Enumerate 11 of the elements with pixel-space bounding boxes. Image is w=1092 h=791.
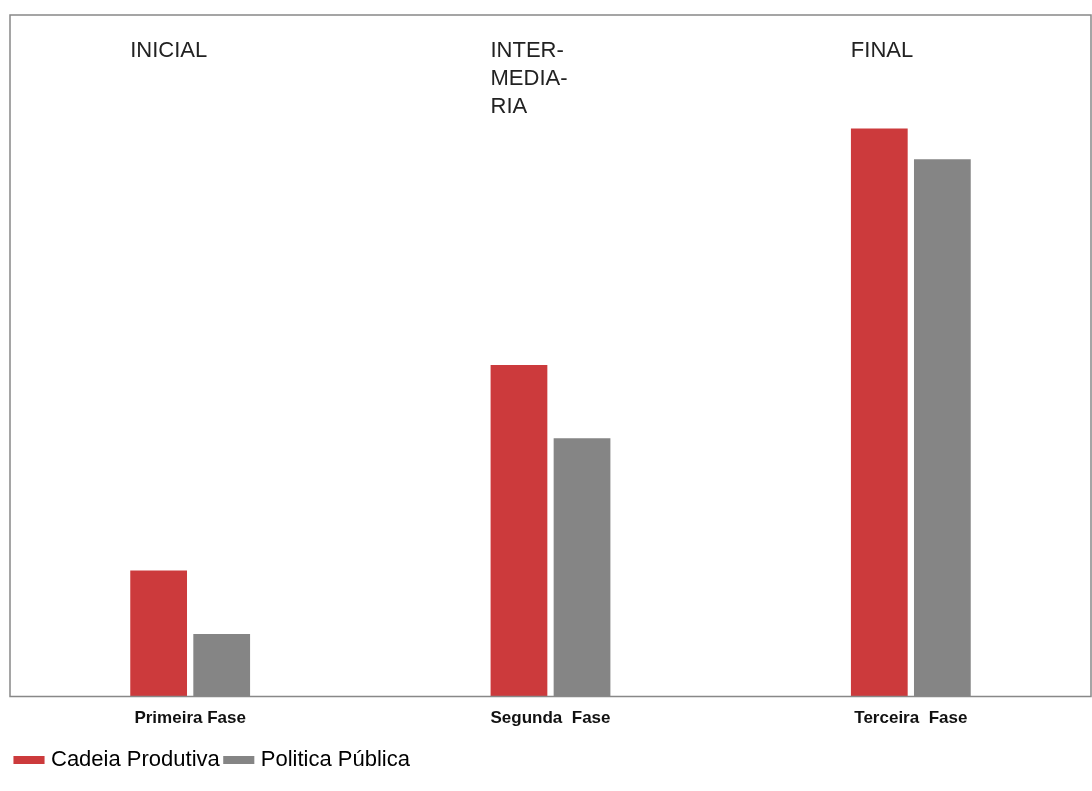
legend-label: Politica Pública <box>260 746 411 772</box>
x-tick-label: Segunda Fase <box>490 708 611 728</box>
legend-label: Cadeia Produtiva <box>51 746 221 772</box>
text: FINAL <box>850 37 914 63</box>
x-tick-label: Primeira Fase <box>134 708 246 728</box>
bar <box>490 364 548 697</box>
text: INTER- MEDIA- RIA <box>490 37 568 119</box>
x-tick-label: Terceira Fase <box>854 708 968 728</box>
bar <box>130 570 188 697</box>
bar <box>850 128 908 697</box>
text: INICIAL <box>130 37 208 63</box>
